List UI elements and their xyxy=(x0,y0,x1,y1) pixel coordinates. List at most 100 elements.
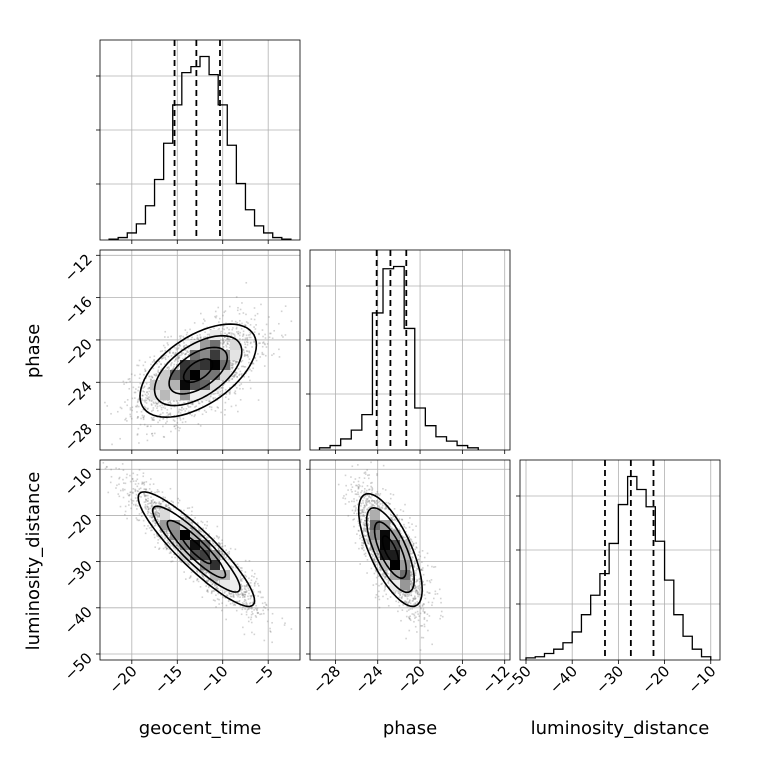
sample-point xyxy=(248,577,250,580)
sample-point xyxy=(250,607,253,610)
sample-point xyxy=(252,362,255,365)
sample-point xyxy=(254,582,256,584)
sample-point xyxy=(206,326,208,329)
sample-point xyxy=(211,583,214,586)
sample-point xyxy=(144,407,147,409)
sample-point xyxy=(216,406,219,408)
sample-point xyxy=(145,397,147,399)
sample-point xyxy=(235,404,237,407)
sample-point xyxy=(166,534,169,537)
sample-point xyxy=(179,345,182,347)
sample-point xyxy=(152,407,155,409)
sample-point xyxy=(205,569,207,572)
sample-point xyxy=(178,344,180,347)
sample-point xyxy=(266,620,269,623)
density-cell xyxy=(180,390,191,401)
sample-point xyxy=(210,548,213,551)
sample-point xyxy=(162,496,165,498)
sample-point xyxy=(232,360,235,363)
sample-point xyxy=(165,547,168,550)
sample-point xyxy=(136,401,139,404)
sample-point xyxy=(171,560,174,563)
sample-point xyxy=(136,404,139,407)
sample-point xyxy=(175,400,178,402)
sample-point xyxy=(145,527,148,530)
sample-point xyxy=(184,421,187,423)
sample-point xyxy=(196,579,198,582)
sample-point xyxy=(181,409,183,412)
sample-point xyxy=(262,596,264,599)
sample-point xyxy=(222,596,224,599)
sample-point xyxy=(154,519,156,522)
sample-point xyxy=(155,374,157,377)
sample-point xyxy=(206,524,208,527)
sample-point xyxy=(131,491,134,494)
density-cell xyxy=(190,370,201,381)
sample-point xyxy=(245,334,248,337)
sample-point xyxy=(145,494,148,497)
sample-point xyxy=(243,341,246,344)
sample-point xyxy=(241,593,244,595)
sample-point xyxy=(228,340,231,343)
sample-point xyxy=(154,515,157,518)
sample-point xyxy=(129,480,132,483)
sample-point xyxy=(253,331,256,333)
sample-point xyxy=(137,416,139,418)
sample-point xyxy=(184,410,187,412)
sample-point xyxy=(264,343,266,346)
sample-point xyxy=(146,506,149,508)
sample-point xyxy=(225,344,227,347)
sample-point xyxy=(240,365,243,368)
sample-point xyxy=(203,318,205,321)
sample-point xyxy=(255,580,257,583)
sample-point xyxy=(252,591,255,593)
sample-point xyxy=(242,387,244,390)
sample-point xyxy=(172,503,174,506)
sample-point xyxy=(246,602,248,605)
sample-point xyxy=(197,400,200,403)
sample-point xyxy=(143,415,146,417)
sample-point xyxy=(221,327,224,330)
sample-point xyxy=(126,404,129,407)
sample-point xyxy=(223,341,225,343)
sample-point xyxy=(240,574,243,577)
sample-point xyxy=(122,488,124,490)
density-cell xyxy=(210,360,221,371)
sample-point xyxy=(119,406,122,409)
sample-point xyxy=(193,338,196,341)
sample-point xyxy=(160,406,163,409)
sample-point xyxy=(181,421,184,424)
sample-point xyxy=(242,606,244,608)
sample-point xyxy=(129,413,131,416)
sample-point xyxy=(245,590,248,592)
sample-point xyxy=(191,528,193,531)
sample-point xyxy=(248,361,250,364)
sample-point xyxy=(130,373,133,376)
sample-point xyxy=(182,517,185,519)
sample-point xyxy=(138,397,140,400)
sample-point xyxy=(230,565,232,567)
sample-point xyxy=(237,306,239,309)
sample-point xyxy=(237,333,240,335)
sample-point xyxy=(104,467,107,470)
sample-point xyxy=(170,335,172,338)
sample-point xyxy=(163,336,166,338)
sample-point xyxy=(184,353,186,356)
sample-point xyxy=(128,504,130,506)
sample-point xyxy=(137,427,140,430)
sample-point xyxy=(151,376,154,379)
sample-point xyxy=(215,587,217,590)
sample-point xyxy=(203,572,206,574)
sample-point xyxy=(189,413,191,416)
sample-point xyxy=(170,364,172,367)
sample-point xyxy=(207,572,210,574)
sample-point xyxy=(159,416,162,419)
sample-point xyxy=(150,403,153,405)
sample-point xyxy=(189,527,192,529)
sample-point xyxy=(212,599,215,601)
sample-point xyxy=(194,516,196,519)
sample-point xyxy=(165,369,167,371)
sample-point xyxy=(239,370,242,373)
sample-point xyxy=(244,324,247,327)
sample-point xyxy=(217,537,220,540)
